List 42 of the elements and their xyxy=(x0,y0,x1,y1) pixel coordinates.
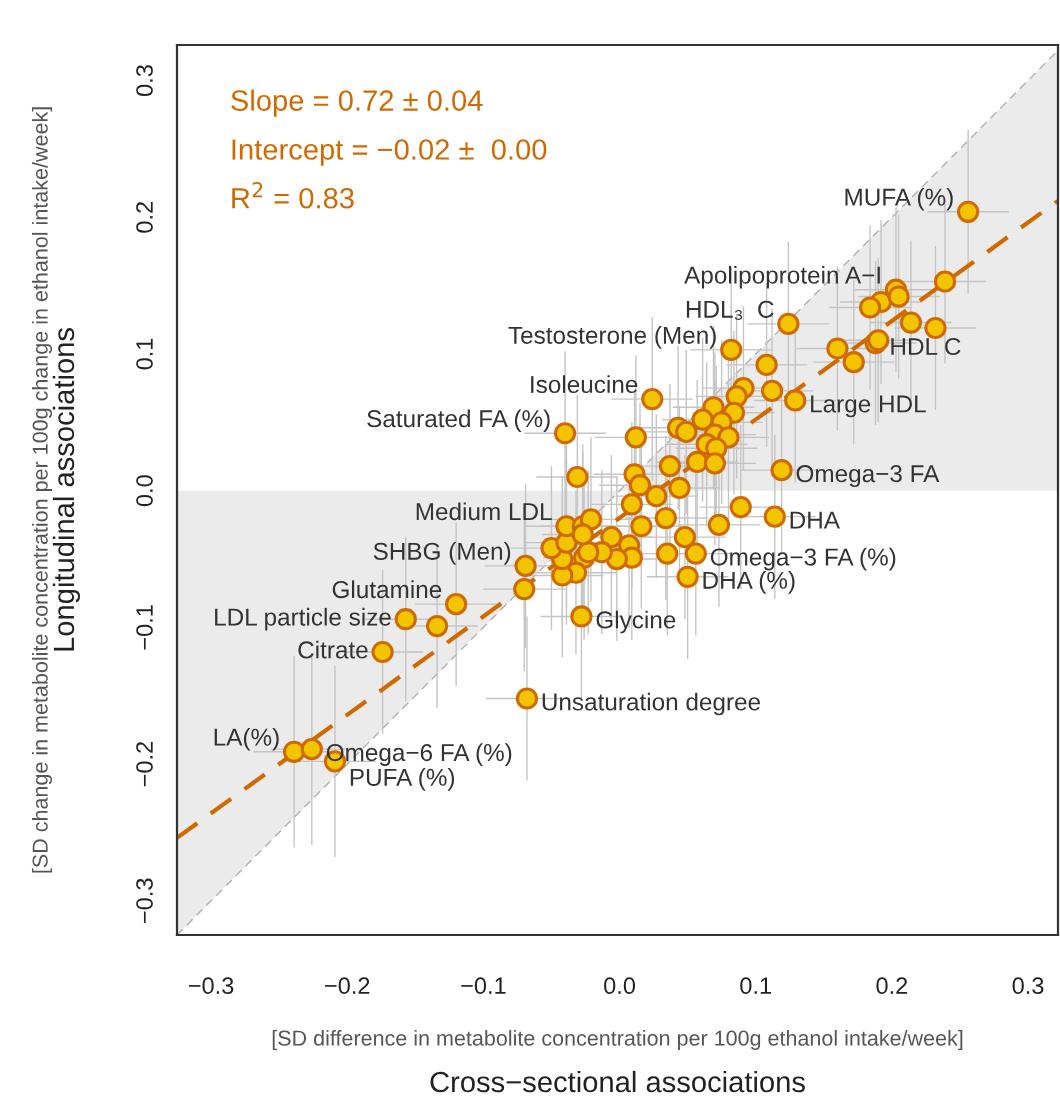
annotation: Intercept = −0.02 ± 0.00 xyxy=(232,139,547,166)
x-tick-label: −0.2 xyxy=(325,977,370,995)
annotation: Saturated FA (%) xyxy=(367,409,550,433)
x-tick-label: 0.2 xyxy=(876,977,908,995)
y-tick-label: −0.3 xyxy=(136,878,153,923)
annotation: Omega−3 FA (%) xyxy=(710,547,896,571)
x-axis-title: Cross−sectional associations xyxy=(430,1070,805,1093)
text: [SD difference in metabolite concentration per 100g ethanol intake/week] xyxy=(272,1029,963,1051)
x-tick-label: −0.3 xyxy=(188,977,234,995)
y-tick-label: 0.3 xyxy=(136,65,153,97)
annotation: LA(%) xyxy=(214,727,279,751)
annotation: Large HDL xyxy=(811,395,926,418)
annotation: Omega−3 FA xyxy=(796,465,940,488)
annotation: HDL₃ C xyxy=(686,300,774,320)
annotation: HDL C xyxy=(891,337,961,356)
x-tick-label: 0.0 xyxy=(604,977,636,995)
annotation: R$^{2}$ = 0.83 xyxy=(232,182,354,209)
y-tick-label: 0.2 xyxy=(136,202,153,233)
annotation: Apolipoprotein A−I xyxy=(684,265,880,289)
y-axis-title: Longitudinal associations xyxy=(52,328,80,651)
x-tick-label: −0.1 xyxy=(461,977,506,995)
x-tick-label: 0.3 xyxy=(1012,977,1044,995)
annotation: Medium LDL xyxy=(416,502,552,521)
y-tick-label: 0.0 xyxy=(136,475,153,507)
annotation: Unsaturation degree xyxy=(542,692,760,716)
annotation: LDL particle size xyxy=(215,607,391,631)
y-tick-label: −0.1 xyxy=(136,605,153,650)
annotation: Glutamine xyxy=(332,580,442,599)
y-tick-label: −0.2 xyxy=(136,741,153,787)
annotation: Glycine xyxy=(596,610,676,634)
annotation: Isoleucine xyxy=(531,375,638,394)
annotation: DHA (%) xyxy=(703,571,795,594)
annotation: Slope = 0.72 ± 0.04 xyxy=(231,89,483,117)
annotation: PUFA (%) xyxy=(350,768,455,791)
annotation: DHA xyxy=(790,511,840,529)
text: [SD change in metabolite concentration per 100g change in ethanol intake/week] xyxy=(31,107,53,873)
y-tick-label: 0.1 xyxy=(136,338,153,370)
x-tick-label: 0.1 xyxy=(740,977,771,995)
annotation: Citrate xyxy=(298,640,368,659)
annotation: MUFA (%) xyxy=(845,187,953,211)
annotation: SHBG (Men) xyxy=(373,542,511,565)
annotation: Testosterone (Men) xyxy=(508,326,716,349)
